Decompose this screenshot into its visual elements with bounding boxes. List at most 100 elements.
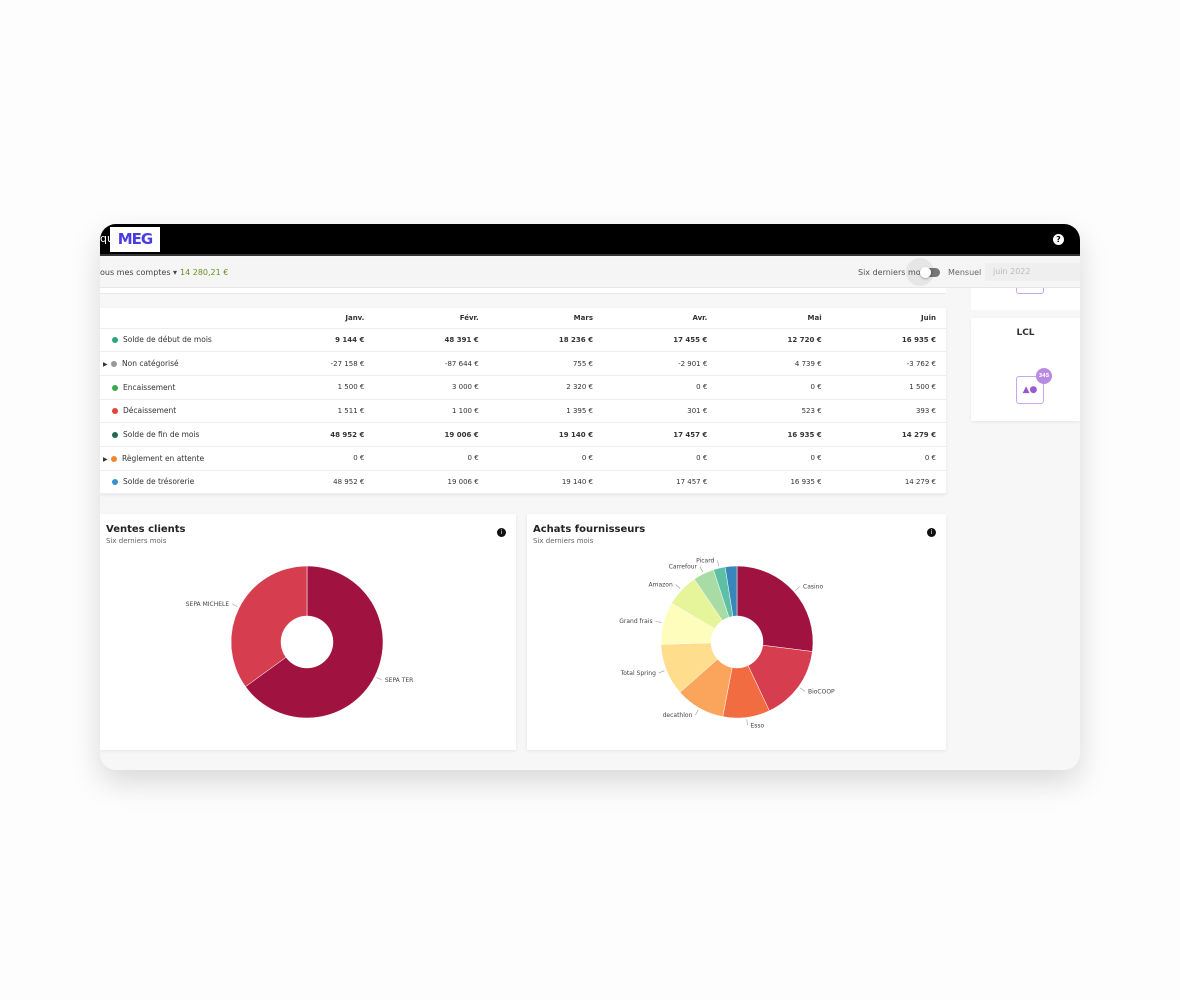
help-icon[interactable]: ?	[1053, 234, 1064, 245]
slice-label: Amazon	[649, 581, 673, 588]
toolbar: ous mes comptes ▾ 14 280,21 € Six dernie…	[100, 258, 1080, 288]
account-select[interactable]: ous mes comptes ▾	[100, 268, 178, 277]
slice-label: SEPA MICHELE	[186, 601, 230, 608]
value-cell: 14 279 €	[831, 422, 946, 447]
expand-caret-icon[interactable]: ▶	[103, 455, 108, 463]
value-cell: 523 €	[717, 399, 832, 424]
pie-slice[interactable]	[245, 565, 384, 719]
value-cell: 301 €	[602, 399, 718, 424]
total-balance: 14 280,21 €	[180, 268, 229, 277]
expand-caret-icon[interactable]: ▶	[103, 361, 108, 369]
monthly-label: Mensuel	[948, 268, 982, 277]
row-label-cell: Solde de trésorerie	[100, 470, 260, 495]
slice-label: Carrefour	[669, 564, 698, 571]
slice-leader-line	[746, 719, 748, 726]
period-toggle[interactable]	[906, 258, 940, 286]
row-label: Non catégorisé	[122, 359, 179, 369]
month-picker[interactable]: juin 2022	[985, 263, 1080, 281]
slice-leader-line	[799, 687, 806, 692]
category-dot-icon	[111, 455, 117, 462]
value-cell: 2 320 €	[488, 375, 603, 400]
chart-subtitle: Six derniers mois	[106, 537, 167, 545]
chart-title: Achats fournisseurs	[533, 524, 646, 535]
column-header: Janv.	[260, 308, 375, 329]
value-cell: 9 144 €	[260, 328, 375, 353]
value-cell: 755 €	[488, 351, 603, 376]
purchases-donut-chart: Casino BioCOOP Esso decathlon Total Spring Gr…	[619, 557, 835, 729]
slice-label: Esso	[751, 722, 765, 729]
bank-card-lcl[interactable]: LCL ▲● 345	[971, 318, 1080, 421]
value-cell: 0 €	[602, 446, 718, 471]
slice-leader-line	[695, 709, 699, 716]
row-label-cell: Décaissement	[100, 399, 260, 424]
app-window: qu MEG ? ous mes comptes ▾ 14 280,21 € S…	[100, 224, 1080, 770]
slice-leader-line	[232, 603, 238, 607]
slice-label: Total Spring	[620, 670, 656, 677]
value-cell: -87 644 €	[374, 351, 489, 376]
value-cell: 0 €	[260, 446, 375, 471]
column-header: Juin	[831, 308, 946, 329]
slice-leader-line	[699, 566, 703, 573]
value-cell: 3 000 €	[374, 375, 489, 400]
chart-title: Ventes clients	[106, 524, 186, 535]
value-cell: 0 €	[717, 446, 832, 471]
table-row: Solde de trésorerie 48 952 €19 006 €19 14…	[100, 470, 946, 495]
cashflow-table-card: Janv. Févr. Mars Avr. Mai Juin Solde de début…	[100, 308, 946, 495]
row-label-cell: ▶ Non catégorisé	[100, 351, 260, 376]
value-cell: 17 455 €	[602, 328, 718, 353]
value-cell: 18 236 €	[488, 328, 603, 353]
row-label-cell: Solde de début de mois	[100, 328, 260, 353]
category-dot-icon	[112, 337, 118, 344]
value-cell: 48 391 €	[374, 328, 489, 353]
category-dot-icon	[111, 361, 117, 368]
slice-label: BioCOOP	[808, 688, 835, 695]
row-label: Encaissement	[123, 382, 176, 392]
slice-label: Casino	[803, 583, 823, 590]
info-icon[interactable]: i	[497, 528, 506, 537]
bank-card-previous[interactable]	[971, 288, 1080, 310]
value-cell: -3 762 €	[831, 351, 946, 376]
value-cell: 48 952 €	[260, 470, 375, 495]
value-cell: -2 901 €	[602, 351, 718, 376]
meg-logo[interactable]: MEG	[110, 227, 160, 252]
pie-slice[interactable]	[724, 565, 738, 617]
row-label: Solde de début de mois	[123, 335, 212, 345]
sales-donut-chart: SEPA TER SEPA MICHELE	[186, 565, 413, 719]
value-cell: 1 511 €	[260, 399, 375, 424]
value-cell: 0 €	[717, 375, 832, 400]
slice-leader-line	[795, 586, 801, 591]
category-dot-icon	[112, 408, 118, 415]
slice-leader-line	[376, 677, 382, 681]
value-cell: 0 €	[602, 375, 718, 400]
six-months-label: Six derniers mois	[858, 268, 928, 277]
row-label-cell: Solde de fin de mois	[100, 422, 260, 447]
value-cell: 16 935 €	[717, 470, 832, 495]
value-cell: 14 279 €	[831, 470, 946, 495]
table-row[interactable]: ▶ Non catégorisé -27 158 € -87 644 €755 € -2…	[100, 351, 946, 376]
value-cell: 17 457 €	[602, 470, 718, 495]
info-icon[interactable]: i	[927, 528, 936, 537]
value-cell: -27 158 €	[260, 351, 375, 376]
value-cell: 393 €	[831, 399, 946, 424]
bank-badge: 345	[1036, 368, 1052, 384]
value-cell: 4 739 €	[717, 351, 832, 376]
value-cell: 12 720 €	[717, 328, 832, 353]
sales-chart-card: Ventes clients Six derniers mois i SEPA …	[100, 514, 516, 750]
pie-slice[interactable]	[230, 565, 308, 688]
slice-label: SEPA TER	[385, 677, 413, 684]
value-cell: 16 935 €	[831, 328, 946, 353]
top-bar: qu MEG ?	[100, 224, 1080, 256]
value-cell: 1 100 €	[374, 399, 489, 424]
value-cell: 19 140 €	[488, 470, 603, 495]
column-header: Avr.	[602, 308, 718, 329]
category-dot-icon	[112, 479, 118, 486]
slice-leader-line	[655, 620, 662, 623]
cashflow-table: Janv. Févr. Mars Avr. Mai Juin Solde de début…	[100, 308, 946, 495]
slice-label: Picard	[696, 557, 714, 564]
table-row[interactable]: ▶ Règlement en attente 0 €0 €0 €0 €0 €0 €	[100, 446, 946, 471]
value-cell: 1 395 €	[488, 399, 603, 424]
row-label-cell: ▶ Règlement en attente	[100, 446, 260, 471]
value-cell: 1 500 €	[831, 375, 946, 400]
pie-slice[interactable]	[736, 565, 814, 652]
chart-subtitle: Six derniers mois	[533, 537, 594, 545]
